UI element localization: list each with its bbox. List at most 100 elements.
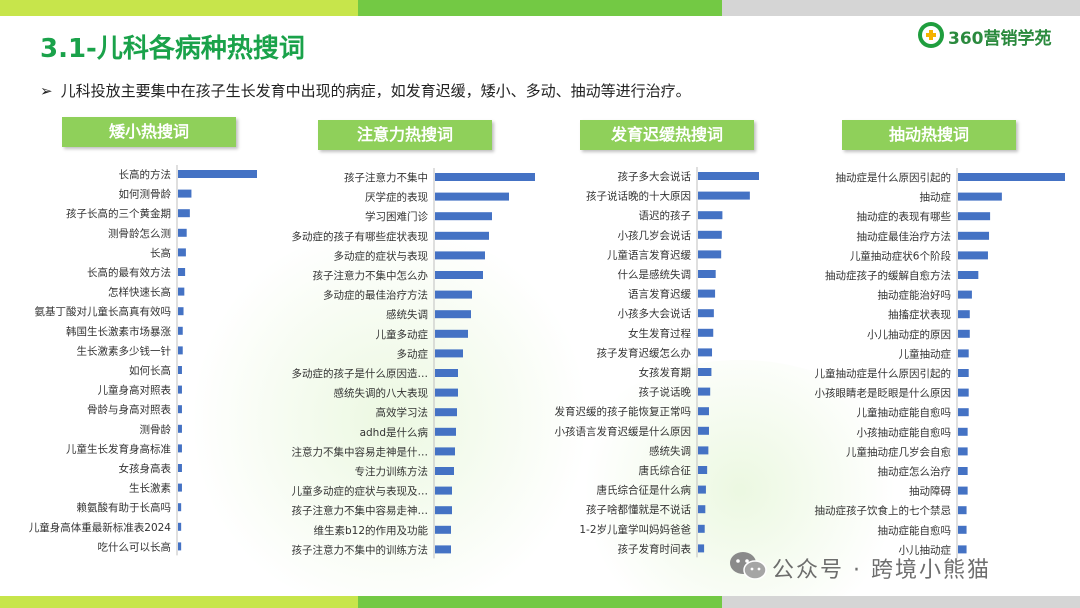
top-bar-segment-green [358, 0, 722, 16]
panel-title-short-stature: 矮小热搜词 [62, 117, 236, 147]
bar [178, 424, 182, 433]
bar [958, 545, 967, 554]
top-bar-segment-lime [0, 0, 358, 16]
chart-panel: 孩子注意力不集中厌学症的表现学习困难门诊多动症的孩子有哪些症状表现多动症的症状与… [292, 168, 535, 559]
bar [435, 212, 492, 221]
category-label: 小儿抽动症的原因 [867, 328, 951, 341]
bar [958, 212, 991, 221]
category-label: 儿童抽动症能自愈吗 [857, 406, 952, 419]
bar [958, 173, 1065, 181]
category-label: 测骨龄怎么测 [108, 227, 171, 240]
bar [698, 230, 722, 239]
bar [958, 467, 968, 475]
bar [698, 426, 709, 435]
bar [435, 408, 457, 417]
bar [178, 346, 183, 355]
bar [435, 329, 468, 338]
bar [178, 287, 185, 296]
category-label: 孩子啥都懂就是不说话 [586, 503, 691, 516]
bar [958, 388, 969, 397]
category-label: 语言发育迟缓 [628, 288, 691, 301]
bar [698, 211, 723, 220]
category-label: 小孩多大会说话 [618, 307, 692, 320]
bar [178, 209, 190, 218]
chart-panel: 长高的方法如何测骨龄孩子长高的三个黄金期测骨龄怎么测长高长高的最有效方法怎样快速… [29, 165, 257, 556]
category-label: 感统失调 [649, 444, 691, 457]
category-label: 多动症的孩子是什么原因造… [292, 367, 429, 380]
bar [178, 307, 184, 316]
brand-logo-text: 360营销学苑 [948, 29, 1052, 49]
category-label: 怎样快速长高 [108, 286, 171, 299]
bar [958, 447, 968, 456]
panel-title-developmental-delay: 发育迟缓热搜词 [580, 120, 754, 150]
category-label: 儿童抽动症几岁会自愈 [846, 445, 951, 458]
bar [435, 388, 458, 397]
bar [435, 525, 451, 534]
bottom-color-bar [0, 596, 1080, 608]
bar [435, 447, 455, 456]
watermark: 公众号 · 跨境小熊猫 [728, 550, 1058, 584]
category-label: 小儿抽动症 [899, 543, 952, 556]
category-label: 唐氏综合征 [639, 464, 692, 477]
bar [958, 427, 968, 436]
bar [435, 271, 483, 279]
wechat-icon [730, 552, 767, 580]
bar [698, 172, 759, 180]
bar [698, 446, 709, 455]
bar [178, 170, 257, 178]
bottom-bar-segment-green [358, 596, 722, 608]
bar [958, 408, 969, 417]
category-label: 抽动障碍 [909, 485, 951, 498]
category-label: 孩子注意力不集中怎么办 [313, 269, 429, 282]
bar [958, 486, 968, 495]
bar [698, 387, 711, 396]
bar [178, 522, 182, 531]
bar [698, 270, 716, 278]
category-label: 骨龄与身高对照表 [87, 403, 171, 416]
category-label: 儿童身高对照表 [98, 384, 172, 397]
category-label: 儿童抽动症状6个阶段 [850, 249, 952, 262]
bullet-arrow-icon: ➢ [40, 82, 53, 100]
panel-title-attention: 注意力热搜词 [318, 120, 492, 150]
bar [178, 503, 182, 512]
bar [435, 349, 463, 358]
page-title: 3.1-儿科各病种热搜词 [40, 28, 305, 65]
category-label: 孩子注意力不集中容易走神… [292, 504, 429, 517]
category-label: 女孩身高表 [119, 462, 172, 475]
category-label: 测骨龄 [140, 423, 172, 436]
category-label: 什么是感统失调 [618, 268, 692, 281]
category-label: 儿童身高体重最新标准表2024 [29, 521, 172, 534]
background-decoration [180, 230, 600, 608]
bar [178, 326, 183, 335]
bar [698, 407, 709, 416]
category-label: 如何测骨龄 [119, 188, 172, 201]
category-label: 小孩几岁会说话 [618, 229, 692, 242]
brand-logo-icon [918, 22, 944, 48]
category-label: 生长激素 [129, 482, 171, 495]
bottom-bar-segment-lime [0, 596, 358, 608]
category-label: 抽动症孩子饮食上的七个禁忌 [815, 504, 952, 517]
category-label: 儿童多动症 [376, 328, 429, 341]
category-label: 注意力不集中容易走神是什… [292, 445, 429, 458]
bar [958, 310, 970, 319]
bottom-bar-segment-gray [722, 596, 1080, 608]
category-label: 1-2岁儿童学叫妈妈爸爸 [579, 523, 691, 536]
category-label: 抽动症 [920, 191, 952, 204]
panel-title-tic: 抽动热搜词 [842, 120, 1016, 150]
bar [435, 369, 458, 377]
bar [178, 464, 182, 472]
bar [958, 231, 990, 240]
bar [958, 251, 988, 260]
category-label: 韩国生长激素市场暴涨 [66, 325, 171, 338]
category-label: 儿童多动症的症状与表现及… [292, 485, 429, 498]
category-label: 抽搐症状表现 [888, 308, 951, 321]
category-label: 唐氏综合征是什么病 [597, 484, 692, 497]
category-label: 女生发育过程 [628, 327, 691, 340]
bar [698, 524, 705, 533]
bar [698, 348, 713, 357]
bar [178, 444, 182, 453]
category-label: 小孩抽动症能自愈吗 [857, 426, 952, 439]
category-label: 抽动症怎么治疗 [878, 465, 952, 478]
top-color-bar [0, 0, 1080, 16]
bar [178, 405, 182, 414]
